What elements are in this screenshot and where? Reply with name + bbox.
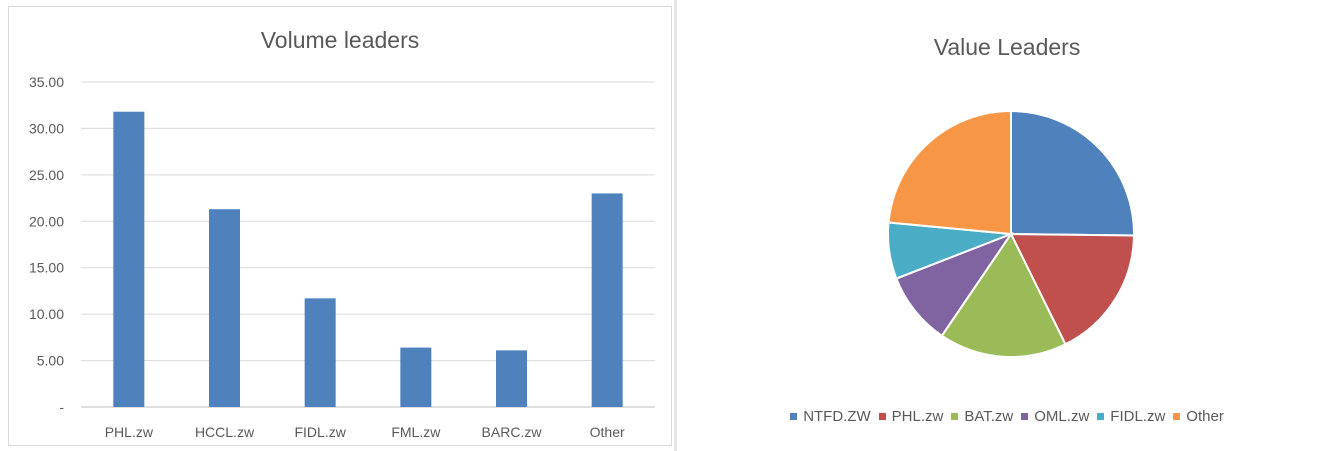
legend-swatch bbox=[790, 412, 798, 420]
pie-slice bbox=[887, 109, 1012, 236]
value-leaders-panel: Value Leaders NTFD.ZW PHL.zw BAT.zw OML.zw F… bbox=[680, 6, 1334, 446]
legend-swatch bbox=[1173, 412, 1181, 420]
pie-slice bbox=[940, 232, 1067, 358]
pie-legend: NTFD.ZW PHL.zw BAT.zw OML.zw FIDL.zw Other bbox=[680, 408, 1334, 425]
x-tick-label: BARC.zw bbox=[482, 424, 543, 440]
legend-item: BAT.zw bbox=[951, 408, 1013, 425]
bar bbox=[591, 193, 623, 407]
x-tick-label: HCCL.zw bbox=[195, 424, 255, 440]
pie-chart-title: Value Leaders bbox=[933, 34, 1081, 60]
bar bbox=[304, 298, 336, 407]
bar-chart: - 5.00 10.00 15.00 20.00 25.00 30.00 35.00 PHL.z… bbox=[29, 74, 655, 440]
legend-label: NTFD.ZW bbox=[803, 408, 871, 425]
y-tick-label: 25.00 bbox=[29, 167, 64, 183]
pie-slice bbox=[1010, 109, 1135, 237]
x-tick-label: FIDL.zw bbox=[294, 424, 346, 440]
y-tick-label: - bbox=[59, 399, 64, 415]
x-tick-label: Other bbox=[590, 424, 625, 440]
legend-swatch bbox=[1097, 412, 1105, 420]
legend-item: PHL.zw bbox=[878, 408, 944, 425]
x-tick-label: PHL.zw bbox=[105, 424, 154, 440]
legend-label: PHL.zw bbox=[891, 408, 944, 425]
y-tick-label: 15.00 bbox=[29, 260, 64, 276]
legend-item: OML.zw bbox=[1021, 408, 1089, 425]
legend-label: OML.zw bbox=[1034, 408, 1090, 425]
y-tick-label: 5.00 bbox=[37, 353, 64, 369]
legend-item: NTFD.ZW bbox=[790, 408, 871, 425]
x-tick-label: FML.zw bbox=[391, 424, 441, 440]
legend-label: FIDL.zw bbox=[1110, 408, 1166, 425]
legend-item: Other bbox=[1173, 408, 1224, 425]
pie-chart bbox=[887, 109, 1136, 358]
panel-divider bbox=[674, 0, 677, 451]
bar bbox=[400, 347, 432, 407]
pie-slice bbox=[895, 231, 1014, 338]
y-tick-label: 35.00 bbox=[29, 74, 64, 90]
legend-swatch bbox=[1021, 412, 1029, 420]
pie-slice bbox=[1009, 232, 1136, 346]
legend-label: BAT.zw bbox=[964, 408, 1014, 425]
legend-swatch bbox=[951, 412, 959, 420]
bar bbox=[209, 209, 240, 407]
legend-item: FIDL.zw bbox=[1097, 408, 1165, 425]
legend-label: Other bbox=[1186, 408, 1224, 425]
y-tick-label: 20.00 bbox=[29, 213, 64, 229]
bar bbox=[496, 350, 527, 407]
bar bbox=[113, 111, 145, 407]
y-tick-label: 30.00 bbox=[29, 120, 64, 136]
legend-swatch bbox=[878, 412, 886, 420]
y-tick-label: 10.00 bbox=[29, 306, 64, 322]
bar-chart-title: Volume leaders bbox=[260, 27, 420, 53]
volume-leaders-panel: Volume leaders - 5.00 10.00 15.00 20.00 25.00… bbox=[8, 6, 672, 446]
